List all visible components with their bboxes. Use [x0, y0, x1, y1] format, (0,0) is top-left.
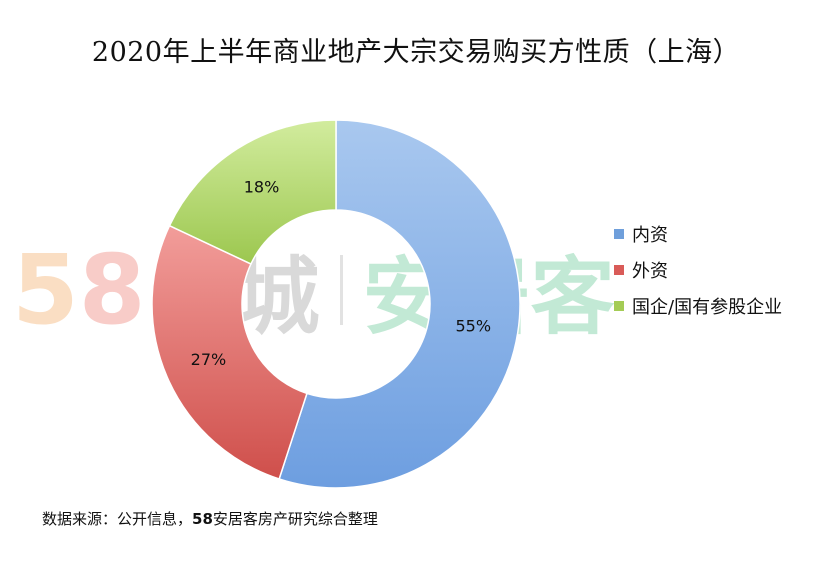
legend-swatch-3 — [614, 301, 624, 311]
legend-label-3: 国企/国有参股企业 — [632, 297, 783, 318]
donut-slice-2 — [151, 224, 308, 480]
source-prefix: 数据来源：公开信息， — [42, 510, 193, 528]
donut-slice-1 — [278, 119, 521, 489]
legend-label-1: 内资 — [632, 225, 668, 246]
chart-title: 2020年上半年商业地产大宗交易购买方性质（上海） — [91, 37, 741, 68]
source-note: 数据来源：公开信息，58安居客房产研究综合整理 — [42, 508, 378, 529]
slice-label-3: 18% — [244, 178, 280, 197]
legend-item-3: 国企/国有参股企业 — [614, 288, 782, 324]
chart-legend: 内资外资国企/国有参股企业 — [614, 216, 782, 324]
legend-item-2: 外资 — [614, 252, 782, 288]
legend-item-1: 内资 — [614, 216, 782, 252]
legend-label-2: 外资 — [632, 261, 668, 282]
donut-slice-3 — [168, 119, 337, 265]
slice-label-1: 55% — [456, 317, 492, 336]
legend-swatch-2 — [614, 265, 624, 275]
source-suffix: 安居客房产研究综合整理 — [212, 510, 378, 528]
legend-swatch-1 — [614, 229, 624, 239]
slice-label-2: 27% — [191, 350, 227, 369]
source-bold: 58 — [192, 510, 213, 528]
